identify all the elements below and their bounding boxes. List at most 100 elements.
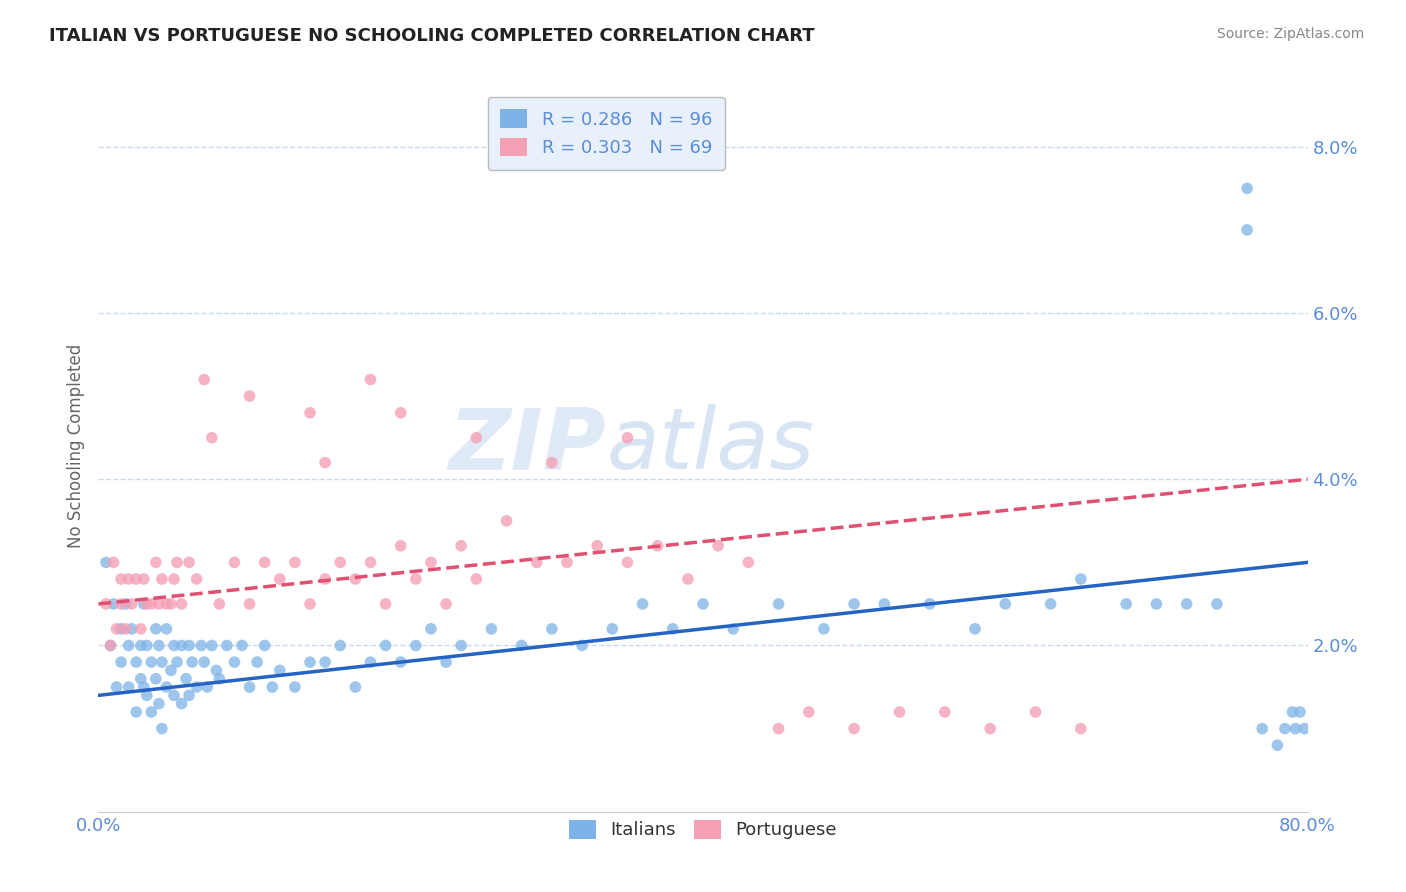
Point bbox=[253, 555, 276, 569]
Point bbox=[231, 639, 253, 653]
Point bbox=[121, 622, 143, 636]
Point bbox=[465, 572, 488, 586]
Point bbox=[299, 655, 322, 669]
Point bbox=[616, 431, 638, 445]
Point bbox=[166, 555, 188, 569]
Point bbox=[224, 655, 246, 669]
Point bbox=[179, 555, 201, 569]
Point bbox=[166, 655, 188, 669]
Point bbox=[224, 555, 246, 569]
Point bbox=[246, 655, 269, 669]
Text: ZIP: ZIP bbox=[449, 404, 606, 488]
Point bbox=[1070, 722, 1092, 736]
Point bbox=[844, 597, 866, 611]
Point bbox=[389, 539, 412, 553]
Point bbox=[141, 705, 163, 719]
Point bbox=[1039, 597, 1062, 611]
Point bbox=[526, 555, 548, 569]
Point bbox=[329, 555, 352, 569]
Point bbox=[631, 597, 654, 611]
Point bbox=[269, 664, 291, 678]
Point bbox=[125, 705, 148, 719]
Point bbox=[1267, 738, 1289, 752]
Text: Source: ZipAtlas.com: Source: ZipAtlas.com bbox=[1216, 27, 1364, 41]
Point bbox=[602, 622, 624, 636]
Point bbox=[150, 655, 173, 669]
Point bbox=[132, 597, 155, 611]
Point bbox=[360, 655, 382, 669]
Point bbox=[163, 572, 186, 586]
Point bbox=[186, 572, 208, 586]
Point bbox=[100, 639, 122, 653]
Point bbox=[193, 372, 215, 386]
Point bbox=[141, 655, 163, 669]
Point bbox=[768, 597, 790, 611]
Point bbox=[918, 597, 941, 611]
Point bbox=[344, 680, 367, 694]
Point bbox=[1144, 597, 1167, 611]
Point bbox=[239, 389, 262, 403]
Point bbox=[1236, 223, 1258, 237]
Point bbox=[555, 555, 578, 569]
Point bbox=[132, 572, 155, 586]
Point bbox=[540, 456, 562, 470]
Point bbox=[170, 639, 193, 653]
Point bbox=[193, 655, 215, 669]
Point bbox=[129, 672, 152, 686]
Point bbox=[148, 639, 170, 653]
Point bbox=[121, 597, 143, 611]
Point bbox=[201, 639, 224, 653]
Point bbox=[100, 639, 122, 653]
Point bbox=[118, 680, 141, 694]
Point bbox=[160, 664, 183, 678]
Point bbox=[253, 639, 276, 653]
Point bbox=[103, 555, 125, 569]
Point bbox=[389, 406, 412, 420]
Point bbox=[145, 555, 167, 569]
Point bbox=[163, 689, 186, 703]
Point bbox=[420, 555, 443, 569]
Point bbox=[676, 572, 699, 586]
Point bbox=[205, 664, 228, 678]
Point bbox=[1281, 705, 1303, 719]
Text: atlas: atlas bbox=[606, 404, 814, 488]
Point bbox=[195, 680, 218, 694]
Point bbox=[110, 655, 132, 669]
Point bbox=[103, 597, 125, 611]
Point bbox=[110, 597, 132, 611]
Point bbox=[889, 705, 911, 719]
Point bbox=[299, 597, 322, 611]
Point bbox=[979, 722, 1001, 736]
Point bbox=[129, 639, 152, 653]
Point bbox=[661, 622, 683, 636]
Point bbox=[707, 539, 730, 553]
Point bbox=[114, 622, 136, 636]
Point bbox=[344, 572, 367, 586]
Point bbox=[186, 680, 208, 694]
Point bbox=[405, 639, 427, 653]
Point bbox=[94, 555, 117, 569]
Point bbox=[314, 572, 336, 586]
Point bbox=[125, 655, 148, 669]
Point bbox=[148, 697, 170, 711]
Point bbox=[389, 655, 412, 669]
Point bbox=[360, 372, 382, 386]
Point bbox=[586, 539, 609, 553]
Point bbox=[145, 622, 167, 636]
Point bbox=[1294, 722, 1316, 736]
Point bbox=[150, 572, 173, 586]
Point bbox=[723, 622, 745, 636]
Point bbox=[148, 597, 170, 611]
Point bbox=[94, 597, 117, 611]
Point bbox=[420, 622, 443, 636]
Point bbox=[118, 572, 141, 586]
Point bbox=[1070, 572, 1092, 586]
Point bbox=[616, 555, 638, 569]
Point bbox=[132, 680, 155, 694]
Point bbox=[647, 539, 669, 553]
Point bbox=[284, 555, 307, 569]
Point bbox=[1289, 705, 1312, 719]
Point bbox=[465, 431, 488, 445]
Point bbox=[179, 689, 201, 703]
Point bbox=[797, 705, 820, 719]
